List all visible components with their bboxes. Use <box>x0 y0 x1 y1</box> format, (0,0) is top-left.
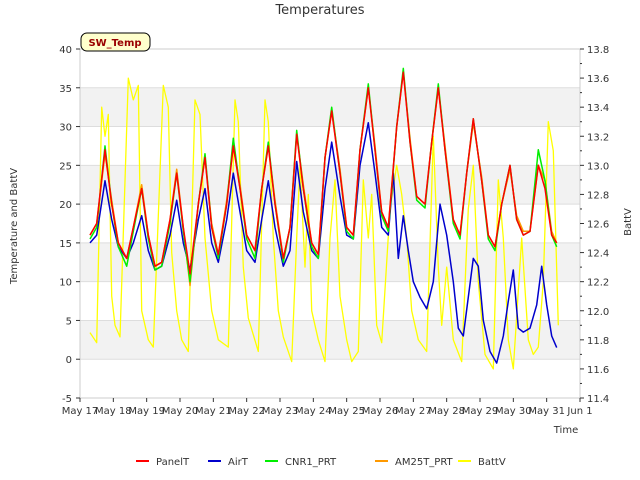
legend-label: PanelT <box>156 457 190 468</box>
y-right-tick-label: 13.0 <box>587 161 609 172</box>
legend-label: BattV <box>478 457 506 468</box>
x-tick-label: May 25 <box>328 406 365 417</box>
x-tick-label: May 26 <box>362 406 399 417</box>
badge-label: SW_Temp <box>88 38 141 49</box>
chart-title: Temperatures <box>274 3 364 18</box>
y-right-tick-label: 12.4 <box>587 249 609 260</box>
x-tick-label: May 23 <box>262 406 299 417</box>
legend-item: BattV <box>458 457 506 468</box>
x-tick-label: May 18 <box>95 406 132 417</box>
x-tick-label: May 20 <box>162 406 199 417</box>
y-left-tick-label: 5 <box>66 316 72 327</box>
series-layer <box>89 67 559 370</box>
series-line-panelt <box>89 71 558 275</box>
x-tick-label: May 29 <box>462 406 499 417</box>
x-tick-label: May 21 <box>195 406 232 417</box>
y-right-tick-label: 11.6 <box>587 365 609 376</box>
badge-box <box>80 32 151 52</box>
x-tick-label: May 22 <box>228 406 265 417</box>
legend-item: AM25T_PRT <box>375 457 454 468</box>
legend-item: CNR1_PRT <box>265 457 337 468</box>
x-tick-label: May 30 <box>495 406 532 417</box>
x-tick-label: May 31 <box>528 406 565 417</box>
y-axis-left: -5 0 5 10 15 20 25 30 35 40 <box>59 45 80 405</box>
x-axis-label: Time <box>553 425 578 436</box>
y-left-tick-label: 35 <box>59 84 72 95</box>
x-tick-label: May 19 <box>128 406 165 417</box>
y-right-tick-label: 12.8 <box>587 190 609 201</box>
y-axis-left-label: Temperature and BattV <box>9 168 20 285</box>
y-axis-right: 11.4 11.6 11.8 12.0 12.2 12.4 12.6 12.8 13.0 13.2… <box>580 45 609 405</box>
y-axis-right-label: BattV <box>623 208 634 236</box>
y-right-tick-label: 13.8 <box>587 45 609 56</box>
y-right-tick-label: 13.4 <box>587 103 609 114</box>
legend-label: AirT <box>228 457 249 468</box>
x-tick-label: May 27 <box>395 406 432 417</box>
y-left-tick-label: -5 <box>62 394 72 405</box>
y-right-tick-label: 11.8 <box>587 336 609 347</box>
x-tick-label: Jun 1 <box>566 406 592 417</box>
y-left-tick-label: 20 <box>59 200 72 211</box>
y-right-tick-label: 11.4 <box>587 394 609 405</box>
y-left-tick-label: 25 <box>59 161 72 172</box>
badge: SW_Temp <box>80 32 151 52</box>
y-left-tick-label: 30 <box>59 123 72 134</box>
y-right-tick-label: 12.6 <box>587 220 609 231</box>
y-right-tick-label: 12.0 <box>587 307 609 318</box>
plot-band <box>80 165 580 205</box>
x-tick-label: May 17 <box>62 406 99 417</box>
x-tick-label: May 28 <box>428 406 465 417</box>
plot-band <box>80 320 580 360</box>
series-line-airt <box>89 121 558 364</box>
legend-item: AirT <box>208 457 249 468</box>
y-right-tick-label: 12.2 <box>587 278 609 289</box>
y-left-tick-label: 10 <box>59 278 72 289</box>
series-line-battv <box>89 77 559 370</box>
legend: PanelT AirT CNR1_PRT AM25T_PRT BattV <box>136 457 506 468</box>
y-right-tick-label: 13.6 <box>587 74 609 85</box>
legend-item: PanelT <box>136 457 190 468</box>
x-tick-label: May 24 <box>295 406 332 417</box>
legend-label: CNR1_PRT <box>285 457 337 468</box>
y-left-tick-label: 15 <box>59 239 72 250</box>
y-left-tick-label: 0 <box>66 355 72 366</box>
y-right-tick-label: 13.2 <box>587 132 609 143</box>
legend-label: AM25T_PRT <box>395 457 454 468</box>
y-left-tick-label: 40 <box>59 45 72 56</box>
